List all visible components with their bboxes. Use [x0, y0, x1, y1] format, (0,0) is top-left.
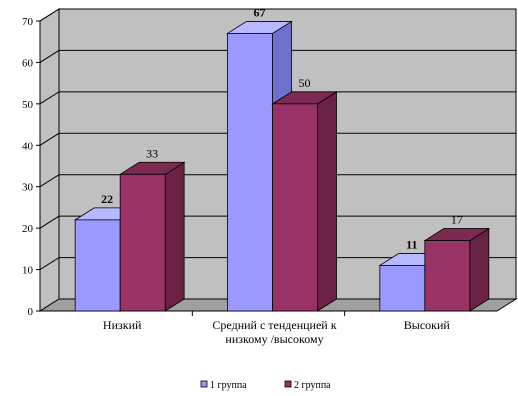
bar-side [469, 227, 490, 312]
data-label: 11 [406, 237, 417, 251]
y-tick-label: 10 [22, 265, 34, 277]
gridline-20 [39, 215, 516, 229]
gridline-30 [39, 174, 516, 188]
y-tick-label: 30 [22, 182, 34, 194]
gridline-50 [39, 91, 516, 105]
y-tick-label: 0 [28, 306, 34, 318]
data-label: 67 [254, 5, 266, 19]
bar-front [379, 265, 426, 312]
data-label: 50 [299, 76, 311, 90]
gridline-70 [39, 8, 516, 22]
y-tick-label: 20 [22, 223, 34, 235]
data-label: 22 [101, 192, 113, 206]
legend-swatch [200, 380, 208, 388]
bar-front [74, 219, 121, 312]
y-tick-label: 50 [22, 99, 34, 111]
bar-2-2 [271, 91, 338, 312]
gridline-10 [39, 257, 516, 270]
data-label: 17 [451, 213, 463, 227]
x-tick-label: Средний с тенденцией к [212, 318, 336, 332]
bar-2-3 [423, 227, 491, 312]
gridlines [39, 8, 516, 270]
legend-label: 2 группа [294, 380, 331, 391]
gridline-40 [39, 132, 516, 146]
x-tick-label: Низкий [103, 318, 142, 332]
bar-side [164, 161, 185, 312]
bar-front [272, 103, 318, 312]
bar-front [227, 33, 273, 312]
bar-front [424, 240, 471, 312]
gridline-60 [39, 49, 516, 63]
bar-front [119, 173, 166, 312]
bars [73, 20, 491, 312]
legend-label: 1 группа [210, 380, 247, 391]
axes: 0 10 20 30 40 50 60 70 Низкий Средний с тенденцие… [22, 16, 497, 346]
side-wall [39, 8, 60, 312]
legend-item-1: 1 группа [200, 380, 247, 391]
bar-side [317, 91, 337, 312]
y-tick-label: 60 [22, 57, 34, 69]
legend-item-2: 2 группа [284, 380, 331, 391]
data-labels: 22 33 67 50 11 17 [101, 5, 463, 251]
x-tick-label: Высокий [404, 318, 451, 332]
legend: 1 группа 2 группа [200, 380, 331, 391]
legend-swatch [284, 380, 292, 388]
bar-2-1 [118, 161, 186, 312]
x-tick-label: низкому /высокому [225, 332, 323, 346]
data-label: 33 [146, 146, 158, 160]
y-tick-label: 70 [22, 16, 34, 28]
y-tick-label: 40 [22, 140, 34, 152]
